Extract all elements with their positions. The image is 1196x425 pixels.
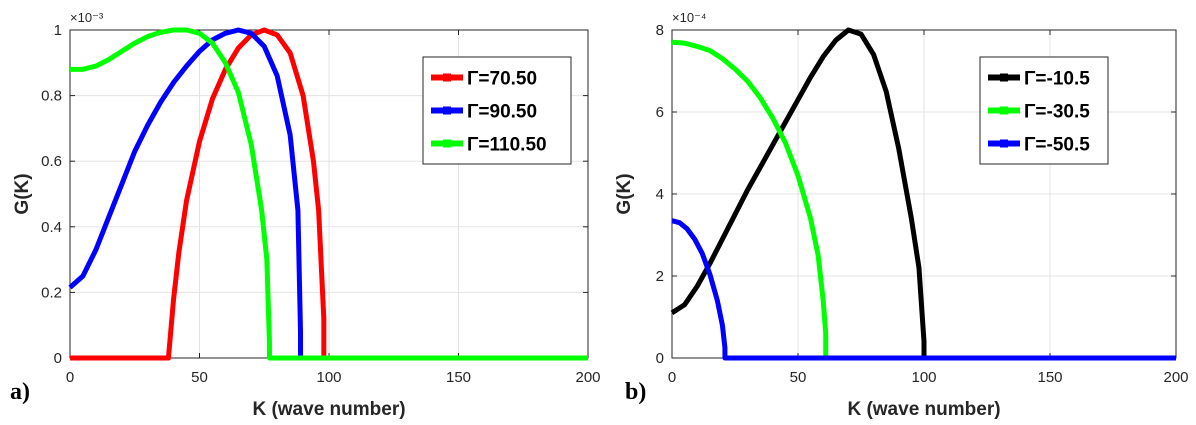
y-tick-label: 0 <box>54 350 62 367</box>
legend-marker-2 <box>443 106 451 115</box>
chart-panel-2: 0 50 100 150 200 0 2 4 6 8 ×10⁻⁴ K (wave number) G(K… <box>614 10 1189 420</box>
legend-entry-3: Γ=-50.5 <box>1024 135 1090 156</box>
x-tick-label: 100 <box>316 369 341 386</box>
legend-entry-2: Γ=-30.5 <box>1024 102 1090 123</box>
panel-label-b: b) <box>625 379 647 405</box>
legend-entry-3: Γ=110.50 <box>467 135 547 156</box>
y-tick-label: 8 <box>656 22 664 39</box>
y-tick-label: 0 <box>656 350 664 367</box>
x-axis-label: K (wave number) <box>847 399 1000 420</box>
x-tick-label: 100 <box>911 369 936 386</box>
legend-entry-1: Γ=70.50 <box>467 69 537 90</box>
y-tick-label: 4 <box>656 186 664 203</box>
series-line-2 <box>68 27 588 361</box>
x-tick-label: 0 <box>66 369 74 386</box>
x-tick-label: 50 <box>790 369 807 386</box>
exponent-label: ×10⁻³ <box>70 10 104 25</box>
series-line-3 <box>70 27 588 361</box>
y-axis-label: G(K) <box>614 173 635 214</box>
series-line-2 <box>671 39 1176 361</box>
y-tick-label: 1 <box>54 22 62 39</box>
y-tick-label: 0.2 <box>41 284 62 301</box>
y-tick-label: 0.4 <box>41 219 62 236</box>
legend-entry-1: Γ=-10.5 <box>1024 69 1090 90</box>
chart-panel-1: 0 50 100 150 200 0 0.2 0.4 0.6 0.8 1 ×10⁻³ K (wave n… <box>12 10 601 420</box>
x-tick-label: 200 <box>1163 369 1188 386</box>
x-tick-label: 0 <box>668 369 676 386</box>
legend-marker-2 <box>1000 106 1008 115</box>
y-axis-label: G(K) <box>12 173 33 214</box>
legend-marker-3 <box>1000 139 1008 148</box>
y-tick-label: 0.6 <box>41 153 62 170</box>
x-tick-label: 150 <box>446 369 471 386</box>
legend-marker-3 <box>443 139 451 148</box>
y-tick-label: 0.8 <box>41 88 62 105</box>
legend-marker-1 <box>443 73 451 82</box>
series-line-3 <box>671 218 1176 361</box>
x-tick-label: 150 <box>1037 369 1062 386</box>
panel-label-a: a) <box>10 379 30 405</box>
y-tick-label: 2 <box>656 268 664 285</box>
series-line-1 <box>70 27 588 361</box>
y-tick-label: 6 <box>656 104 664 121</box>
legend-entry-2: Γ=90.50 <box>467 102 537 123</box>
exponent-label: ×10⁻⁴ <box>672 10 707 25</box>
series-line-1 <box>670 27 1176 361</box>
x-tick-label: 50 <box>191 369 208 386</box>
legend-marker-1 <box>1000 73 1008 82</box>
x-tick-label: 200 <box>575 369 600 386</box>
x-axis-label: K (wave number) <box>252 399 405 420</box>
